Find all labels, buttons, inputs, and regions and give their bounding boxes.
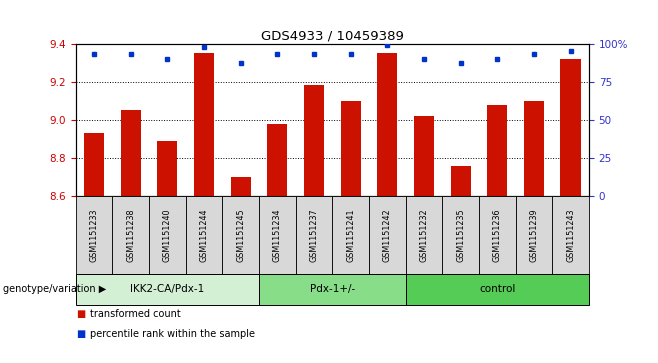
Text: GSM1151236: GSM1151236 (493, 208, 502, 262)
Bar (524, 101, 544, 196)
Bar (304, 85, 324, 196)
Title: GDS4933 / 10459389: GDS4933 / 10459389 (261, 29, 404, 42)
Bar (84, 133, 104, 196)
Bar (120, 110, 141, 196)
Bar (451, 166, 470, 196)
Bar (267, 123, 288, 196)
Text: GSM1151240: GSM1151240 (163, 208, 172, 262)
Text: percentile rank within the sample: percentile rank within the sample (90, 329, 255, 339)
Text: ■: ■ (76, 309, 85, 319)
Text: IKK2-CA/Pdx-1: IKK2-CA/Pdx-1 (130, 285, 205, 294)
Text: control: control (479, 285, 515, 294)
Text: genotype/variation ▶: genotype/variation ▶ (3, 285, 107, 294)
Text: GSM1151243: GSM1151243 (566, 208, 575, 262)
Text: transformed count: transformed count (90, 309, 181, 319)
Text: GSM1151239: GSM1151239 (530, 208, 538, 262)
Bar (487, 105, 507, 196)
Text: GSM1151245: GSM1151245 (236, 208, 245, 262)
Bar (157, 141, 178, 196)
Text: GSM1151237: GSM1151237 (309, 208, 318, 262)
Bar (377, 53, 397, 196)
Text: GSM1151233: GSM1151233 (89, 208, 99, 262)
Text: Pdx-1+/-: Pdx-1+/- (310, 285, 355, 294)
Bar (230, 177, 251, 196)
Text: GSM1151238: GSM1151238 (126, 208, 135, 262)
Text: GSM1151232: GSM1151232 (419, 208, 428, 262)
Bar (414, 116, 434, 196)
Text: GSM1151242: GSM1151242 (383, 208, 392, 262)
Text: GSM1151244: GSM1151244 (199, 208, 209, 262)
Bar (561, 59, 580, 196)
Text: GSM1151241: GSM1151241 (346, 208, 355, 262)
Text: GSM1151234: GSM1151234 (273, 208, 282, 262)
Text: GSM1151235: GSM1151235 (456, 208, 465, 262)
Text: ■: ■ (76, 329, 85, 339)
Bar (194, 53, 214, 196)
Bar (341, 101, 361, 196)
